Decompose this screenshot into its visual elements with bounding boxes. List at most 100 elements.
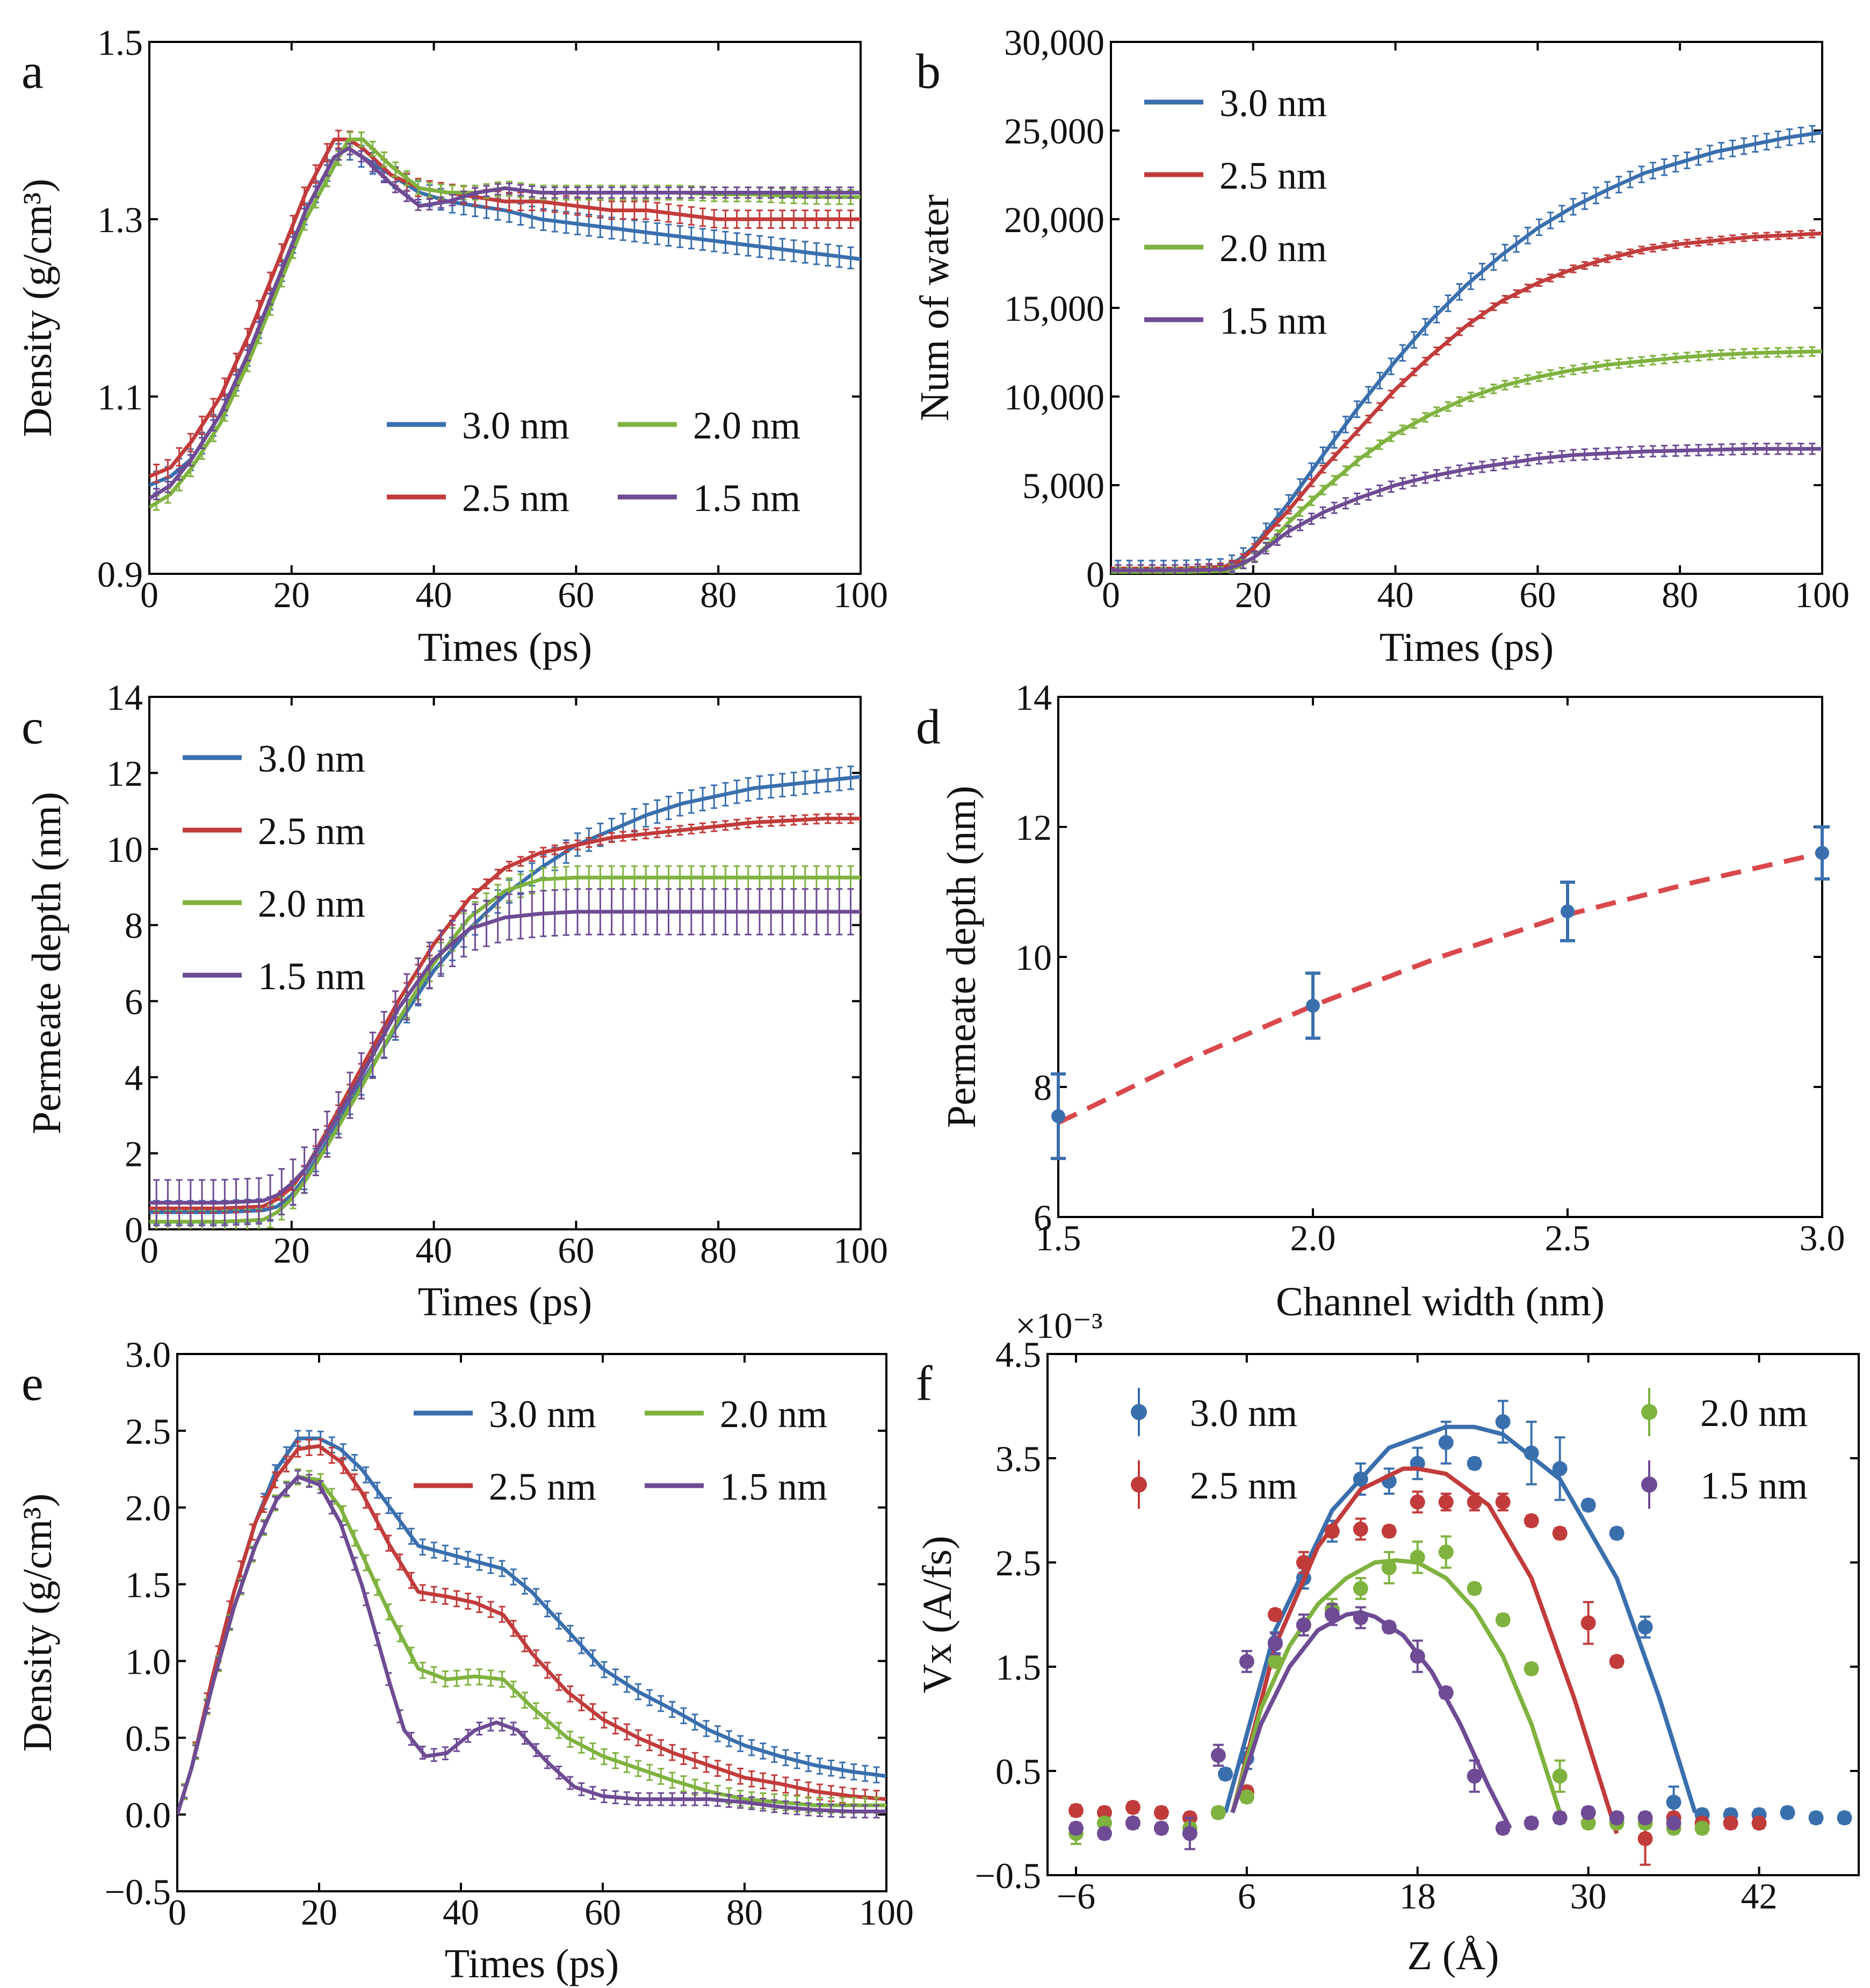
y-tick-label: 15,000: [1004, 288, 1104, 329]
x-axis-label: Times (ps): [418, 1279, 592, 1324]
y-tick-label: 20,000: [1004, 199, 1104, 240]
y-axis-label: Vx (A/fs): [915, 1536, 960, 1693]
panel-letter-f: f: [916, 1356, 933, 1411]
data-point: [1815, 846, 1829, 860]
y-axis-label: Permeate depth (nm): [24, 792, 69, 1134]
x-tick-label: −6: [1057, 1876, 1095, 1917]
legend-label: 2.0 nm: [720, 1393, 827, 1436]
data-point: [1637, 1619, 1653, 1635]
data-point: [1438, 1685, 1454, 1701]
data-point: [1467, 1494, 1482, 1510]
x-tick-label: 60: [558, 1230, 594, 1271]
series-line: [149, 138, 861, 509]
x-tick-label: 20: [1235, 574, 1272, 615]
legend-label: 3.0 nm: [462, 404, 569, 447]
legend-label: 1.5 nm: [720, 1465, 827, 1508]
y-tick-label: 6: [125, 981, 143, 1022]
fit-curve: [1230, 1610, 1512, 1829]
x-tick-label: 40: [1377, 574, 1414, 615]
data-point: [1495, 1494, 1511, 1510]
data-point: [1751, 1816, 1767, 1831]
data-point: [1096, 1826, 1112, 1841]
panel-f: f −6 6 18 30 42 −0.5 0.5 1.5 2.5 3.5 4.5 Z (Å) Vx (A/…: [915, 1305, 1860, 1978]
y-tick-label: 1.5: [995, 1647, 1041, 1688]
data-point: [1051, 1109, 1065, 1123]
data-point: [1438, 1544, 1454, 1560]
legend-label: 1.5 nm: [258, 955, 365, 998]
x-tick-label: 0: [168, 1892, 186, 1933]
y-tick-label: 10: [1015, 937, 1052, 978]
y-tick-label: 0.0: [125, 1795, 171, 1835]
y-tick-label: 0: [125, 1209, 143, 1250]
data-point: [1609, 1525, 1624, 1541]
panel-letter-d: d: [916, 700, 941, 754]
data-point: [1552, 1768, 1568, 1784]
data-point: [1524, 1816, 1539, 1831]
x-tick-label: 80: [700, 574, 737, 615]
fit-line: [1058, 851, 1822, 1125]
data-point: [1666, 1795, 1681, 1810]
y-tick-label: 30,000: [1004, 22, 1104, 63]
x-tick-label: 18: [1399, 1876, 1436, 1917]
x-tick-label: 20: [273, 574, 310, 615]
y-axis-label: Permeate depth (nm): [939, 786, 984, 1128]
x-tick-label: 100: [859, 1892, 914, 1933]
y-tick-label: 0.5: [125, 1718, 171, 1759]
y-tick-label: 12: [106, 753, 143, 794]
data-point: [1552, 1525, 1568, 1541]
data-point: [1267, 1654, 1283, 1669]
plot-area: [1058, 851, 1822, 1125]
legend-label: 2.5 nm: [462, 477, 569, 520]
y-tick-label: 6: [1034, 1197, 1052, 1238]
series-line: [177, 1475, 886, 1816]
legend-label: 2.0 nm: [258, 882, 365, 925]
y-tick-label: 10: [106, 829, 143, 870]
plot-area: [149, 129, 861, 511]
series-30: [1111, 125, 1822, 574]
data-point: [1495, 1820, 1511, 1836]
legend-label: 2.0 nm: [693, 404, 800, 447]
x-tick-label: 0: [140, 574, 158, 615]
y-tick-label: 1.5: [125, 1565, 171, 1605]
data-point: [1637, 1831, 1653, 1847]
y-tick-label: 5,000: [1022, 465, 1104, 506]
panel-letter-c: c: [21, 700, 44, 754]
data-point: [1552, 1461, 1568, 1476]
series-30: [149, 765, 861, 1225]
data-point: [1353, 1471, 1368, 1487]
panel-b: b 0 20 40 60 80 100 0 5,000 10,000 15,000 20,000 25,…: [912, 22, 1850, 670]
y-tick-label: 1.1: [97, 377, 143, 417]
data-point: [1353, 1610, 1368, 1625]
data-point: [1524, 1513, 1539, 1529]
series-25: [1068, 1466, 1767, 1866]
series-15: [1068, 1603, 1681, 1850]
data-point: [1837, 1810, 1852, 1826]
data-point: [1467, 1456, 1482, 1471]
series-20: [1068, 1535, 1710, 1845]
legend-label: 1.5 nm: [1219, 299, 1327, 342]
data-point: [1609, 1654, 1624, 1669]
x-tick-label: 80: [700, 1230, 737, 1271]
y-tick-label: 0.5: [995, 1751, 1041, 1792]
x-tick-label: 20: [273, 1230, 310, 1271]
x-tick-label: 40: [416, 1230, 452, 1271]
data-point: [1068, 1803, 1084, 1818]
legend-label: 3.0 nm: [1190, 1392, 1297, 1435]
y-tick-label: 2.0: [125, 1488, 171, 1529]
data-point: [1153, 1805, 1169, 1820]
y-tick-label: 8: [125, 905, 143, 946]
fit-curve: [1230, 1558, 1562, 1813]
data-point: [1381, 1560, 1397, 1575]
x-tick-label: 3.0: [1800, 1218, 1845, 1258]
legend-label: 2.5 nm: [1219, 154, 1327, 197]
series-line: [177, 1444, 886, 1816]
data-point: [1353, 1581, 1368, 1596]
y-axis-label: Density (g/cm³): [15, 1494, 60, 1752]
panel-c: c 0 20 40 60 80 100 0 2 4 6 8 10 12 14 Times (ps) Permea…: [21, 677, 888, 1324]
series-15: [149, 888, 861, 1227]
data-point: [1267, 1607, 1283, 1622]
y-tick-label: 0: [1086, 554, 1104, 595]
panel-d: d 1.5 2.0 2.5 3.0 6 8 10 12 14 Channel width (nm) P…: [916, 677, 1845, 1324]
series-25: [149, 813, 861, 1214]
data-point: [1182, 1826, 1197, 1841]
